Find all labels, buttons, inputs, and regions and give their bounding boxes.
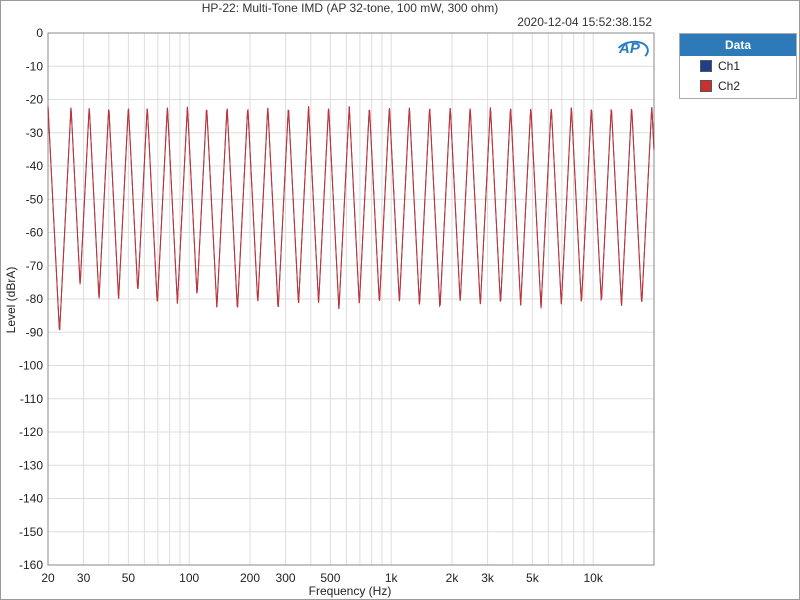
legend[interactable]: Data Ch1 Ch2	[679, 33, 797, 99]
x-tick-label: 200	[240, 571, 260, 585]
y-tick-label: -140	[19, 492, 43, 506]
y-tick-label: -100	[19, 359, 43, 373]
x-tick-label: 2k	[446, 571, 460, 585]
y-tick-label: -130	[19, 458, 43, 472]
y-tick-label: -50	[26, 192, 44, 206]
x-tick-label: 5k	[526, 571, 540, 585]
x-axis-label: Frequency (Hz)	[308, 584, 392, 598]
chart-title: HP-22: Multi-Tone IMD (AP 32-tone, 100 m…	[201, 1, 499, 15]
legend-label-ch2: Ch2	[718, 79, 741, 93]
x-tick-label: 10k	[584, 571, 604, 585]
y-tick-label: -120	[19, 425, 43, 439]
y-tick-label: -110	[20, 392, 43, 406]
y-tick-label: -30	[26, 126, 44, 140]
y-tick-label: -10	[26, 59, 44, 73]
x-tick-label: 300	[276, 571, 296, 585]
legend-item-ch1[interactable]: Ch1	[680, 56, 796, 76]
x-tick-label: 500	[320, 571, 340, 585]
y-tick-label: -150	[19, 525, 43, 539]
timestamp: 2020-12-04 15:52:38.152	[517, 15, 652, 29]
y-tick-label: -20	[26, 93, 44, 107]
y-tick-label: 0	[36, 26, 43, 40]
y-tick-label: -90	[26, 325, 44, 339]
x-tick-label: 3k	[481, 571, 495, 585]
plot-border	[47, 32, 655, 566]
x-tick-label: 20	[41, 571, 55, 585]
x-tick-label: 30	[77, 571, 91, 585]
legend-item-ch2[interactable]: Ch2	[680, 76, 796, 96]
ap-logo-icon: AP	[619, 40, 645, 60]
legend-header: Data	[680, 34, 796, 56]
x-tick-label: 100	[179, 571, 199, 585]
y-tick-label: -60	[26, 226, 44, 240]
y-tick-label: -160	[19, 558, 43, 572]
series-line-ch2	[47, 106, 655, 331]
x-tick-label: 1k	[385, 571, 399, 585]
y-tick-label: -70	[26, 259, 44, 273]
x-tick-label: 50	[122, 571, 136, 585]
legend-swatch-ch2	[700, 80, 712, 92]
legend-swatch-ch1	[700, 60, 712, 72]
y-tick-label: -80	[26, 292, 44, 306]
y-tick-label: -40	[26, 159, 44, 173]
legend-label-ch1: Ch1	[718, 59, 741, 73]
